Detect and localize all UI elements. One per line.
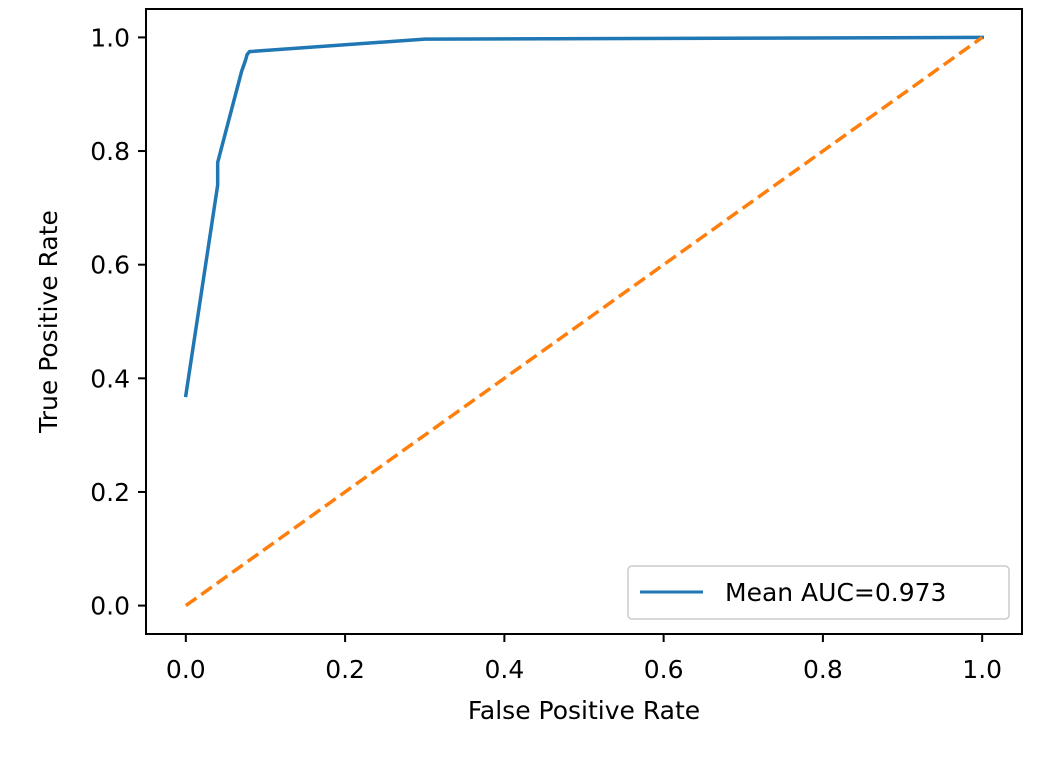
x-tick-label: 0.2	[325, 655, 365, 684]
x-tick-label: 0.4	[484, 655, 524, 684]
y-tick-label: 0.8	[90, 137, 130, 166]
legend-label: Mean AUC=0.973	[725, 578, 946, 607]
y-tick-label: 0.6	[90, 251, 130, 280]
plot-layer	[183, 35, 984, 608]
y-tick-label: 0.2	[90, 478, 130, 507]
x-axis-ticks: 0.0 0.2 0.4 0.6 0.8 1.0	[166, 634, 1002, 684]
y-tick-label: 0.4	[90, 364, 130, 393]
x-axis-label: False Positive Rate	[468, 696, 700, 725]
x-tick-label: 1.0	[962, 655, 1002, 684]
plot-frame	[145, 8, 1023, 635]
chance-diagonal-line	[184, 35, 984, 608]
roc-curve-line	[183, 35, 984, 398]
y-axis-ticks: 0.0 0.2 0.4 0.6 0.8 1.0	[90, 23, 146, 621]
x-tick-label: 0.0	[166, 655, 206, 684]
x-tick-label: 0.6	[644, 655, 684, 684]
y-tick-label: 0.0	[90, 592, 130, 621]
y-tick-label: 1.0	[90, 23, 130, 52]
legend: Mean AUC=0.973	[627, 565, 1010, 620]
y-axis-label: True Positive Rate	[34, 210, 63, 434]
legend-box	[627, 565, 1010, 620]
x-tick-label: 0.8	[803, 655, 843, 684]
